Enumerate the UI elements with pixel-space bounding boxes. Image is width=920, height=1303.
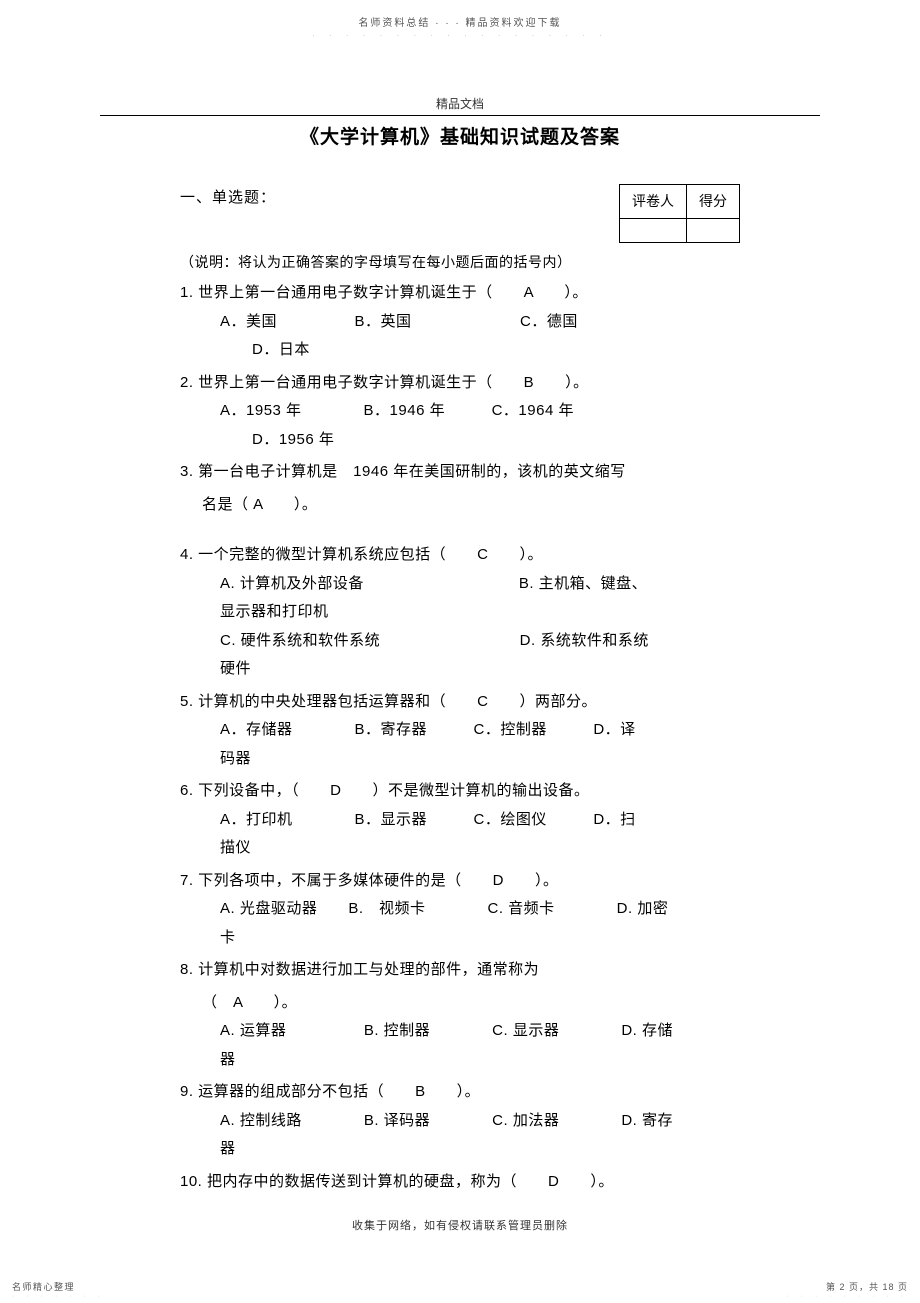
q6-options-line1: A．打印机 B．显示器 C．绘图仪 D．扫 — [180, 806, 740, 835]
q4-options-line3: C. 硬件系统和软件系统 D. 系统软件和系统 — [180, 627, 740, 656]
question-10: 10. 把内存中的数据传送到计算机的硬盘，称为（ D ）。 — [180, 1168, 740, 1197]
footer-right: 第 2 页，共 18 页 — [826, 1280, 908, 1293]
q7-options-line1: A. 光盘驱动器 B. 视频卡 C. 音频卡 D. 加密 — [180, 895, 740, 924]
q2-options-line2: D．1956 年 — [180, 426, 740, 455]
score-cell-grader — [620, 218, 687, 242]
section-instruction: （说明：将认为正确答案的字母填写在每小题后面的括号内） — [180, 249, 740, 276]
footer-left-dots: · · · · · · · — [12, 1293, 105, 1300]
q5-options-line1: A．存储器 B．寄存器 C．控制器 D．译 — [180, 716, 740, 745]
question-8-cont: （ A ）。 — [180, 989, 740, 1018]
top-watermark-dots: · · · · · · · · · · · · · · · · · · — [0, 31, 920, 40]
section-header-row: 一、单选题： 评卷人 得分 — [180, 184, 740, 243]
q6-options-line2: 描仪 — [180, 834, 740, 863]
q8-options-line1: A. 运算器 B. 控制器 C. 显示器 D. 存储 — [180, 1017, 740, 1046]
title-divider — [100, 115, 820, 116]
q9-options-line2: 器 — [180, 1135, 740, 1164]
content-area: 一、单选题： 评卷人 得分 （说明：将认为正确答案的字母填写在每小题后面的括号内… — [180, 184, 740, 1196]
document-label: 精品文档 — [0, 95, 920, 112]
q5-options-line2: 码器 — [180, 745, 740, 774]
q2-options-line1: A．1953 年 B．1946 年 C．1964 年 — [180, 397, 740, 426]
question-4: 4. 一个完整的微型计算机系统应包括（ C ）。 — [180, 541, 740, 570]
q9-options-line1: A. 控制线路 B. 译码器 C. 加法器 D. 寄存 — [180, 1107, 740, 1136]
section-title: 一、单选题： — [180, 184, 276, 213]
question-5: 5. 计算机的中央处理器包括运算器和（ C ）两部分。 — [180, 688, 740, 717]
question-9: 9. 运算器的组成部分不包括（ B ）。 — [180, 1078, 740, 1107]
q4-options-line4: 硬件 — [180, 655, 740, 684]
question-3: 3. 第一台电子计算机是 1946 年在美国研制的，该机的英文缩写 — [180, 458, 740, 487]
question-1: 1. 世界上第一台通用电子数字计算机诞生于（ A ）。 — [180, 279, 740, 308]
score-col-grader: 评卷人 — [620, 185, 687, 219]
q8-options-line2: 器 — [180, 1046, 740, 1075]
question-2: 2. 世界上第一台通用电子数字计算机诞生于（ B ）。 — [180, 369, 740, 398]
footer-right-dots: · · · · · · · · · — [786, 1293, 908, 1300]
score-cell-score — [687, 218, 740, 242]
q4-options-line1: A. 计算机及外部设备 B. 主机箱、键盘、 — [180, 570, 740, 599]
question-6: 6. 下列设备中，（ D ）不是微型计算机的输出设备。 — [180, 777, 740, 806]
q4-options-line2: 显示器和打印机 — [180, 598, 740, 627]
q7-options-line2: 卡 — [180, 924, 740, 953]
top-watermark: 名师资料总结 · · · 精品资料欢迎下载 — [0, 0, 920, 29]
score-table: 评卷人 得分 — [619, 184, 740, 243]
question-8: 8. 计算机中对数据进行加工与处理的部件，通常称为 — [180, 956, 740, 985]
footer-source-note: 收集于网络，如有侵权请联系管理员删除 — [0, 1217, 920, 1233]
q1-options-line2: D．日本 — [180, 336, 740, 365]
page-title: 《大学计算机》基础知识试题及答案 — [0, 122, 920, 149]
score-col-score: 得分 — [687, 185, 740, 219]
footer-left: 名师精心整理 — [12, 1280, 75, 1293]
question-3-cont: 名是（ A ）。 — [180, 491, 740, 520]
q1-options-line1: A．美国 B．英国 C．德国 — [180, 308, 740, 337]
question-7: 7. 下列各项中，不属于多媒体硬件的是（ D ）。 — [180, 867, 740, 896]
